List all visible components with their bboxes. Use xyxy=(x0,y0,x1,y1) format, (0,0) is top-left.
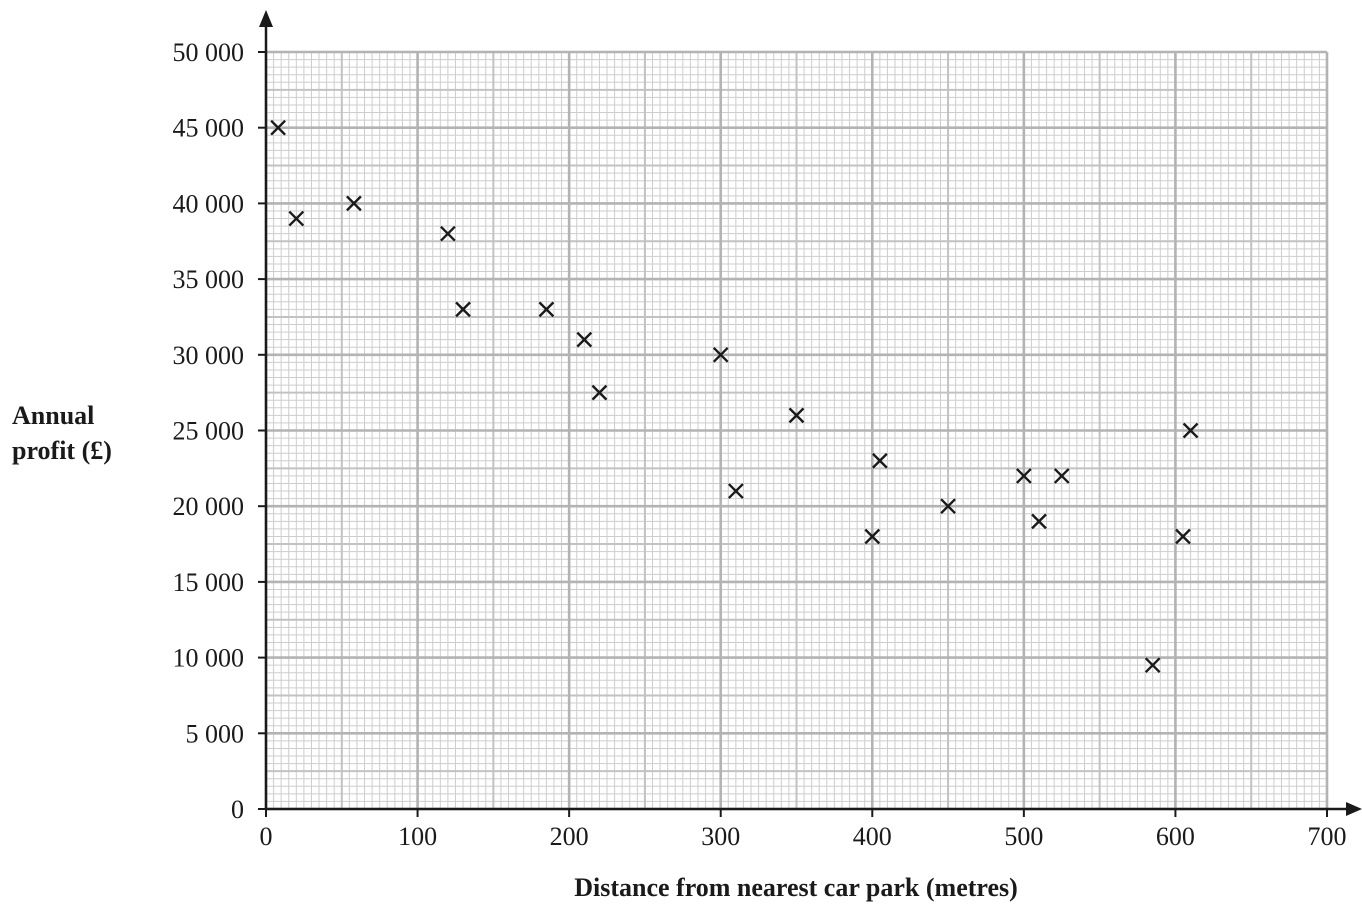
x-tick-label: 700 xyxy=(1308,822,1347,851)
y-tick-label: 40 000 xyxy=(173,189,245,218)
y-tick-label: 50 000 xyxy=(173,38,245,67)
data-point xyxy=(864,528,881,545)
y-tick-label: 30 000 xyxy=(173,341,245,370)
y-tick-label: 25 000 xyxy=(173,417,245,446)
data-point xyxy=(1053,468,1070,484)
y-tick-label: 45 000 xyxy=(173,114,245,143)
axes xyxy=(258,10,1362,817)
x-tick-label: 100 xyxy=(398,822,437,851)
y-tick-label: 15 000 xyxy=(173,568,245,597)
data-point-stroke xyxy=(440,225,456,242)
data-point-stroke xyxy=(864,528,881,545)
data-point xyxy=(712,346,729,363)
grid-mid xyxy=(266,52,1327,809)
x-tick-labels: 0 100 200 300 400 500 600 700 xyxy=(260,822,1347,851)
data-point-stroke xyxy=(591,384,608,401)
data-point xyxy=(591,384,608,401)
data-point xyxy=(288,210,305,227)
data-point xyxy=(270,119,286,136)
y-tick-label: 10 000 xyxy=(173,644,245,673)
data-point-stroke xyxy=(1182,422,1199,439)
data-point-stroke xyxy=(1175,528,1191,545)
data-point-stroke xyxy=(1144,657,1161,674)
data-point-stroke xyxy=(712,346,729,363)
data-point-stroke xyxy=(270,119,286,136)
data-point xyxy=(1182,422,1199,439)
data-point-stroke xyxy=(1053,468,1070,484)
data-point xyxy=(788,407,805,424)
x-axis-title: Distance from nearest car park (metres) xyxy=(574,873,1018,902)
data-point xyxy=(872,452,888,469)
y-axis-arrow xyxy=(259,10,273,27)
x-tick-label: 200 xyxy=(550,822,589,851)
x-axis-arrow xyxy=(1346,802,1362,816)
data-points xyxy=(270,119,1199,674)
data-point-stroke xyxy=(940,498,956,515)
data-point xyxy=(455,301,471,318)
data-point xyxy=(440,225,456,242)
data-point xyxy=(346,195,362,212)
y-tick-label: 20 000 xyxy=(173,492,245,521)
x-tick-label: 500 xyxy=(1004,822,1043,851)
data-point xyxy=(1031,513,1047,530)
data-point-stroke xyxy=(288,210,305,227)
x-tick-label: 600 xyxy=(1156,822,1195,851)
data-point-stroke xyxy=(346,195,362,212)
data-point-stroke xyxy=(538,301,555,318)
y-tick-label: 5 000 xyxy=(186,719,245,748)
data-point xyxy=(1175,528,1191,545)
data-point xyxy=(1016,468,1032,484)
data-point xyxy=(576,331,593,348)
data-point-stroke xyxy=(728,483,744,499)
y-axis-title-line-2: profit (£) xyxy=(12,436,112,465)
data-point-stroke xyxy=(576,331,593,348)
x-tick-label: 300 xyxy=(701,822,740,851)
data-point-stroke xyxy=(455,301,471,318)
x-tick-label: 400 xyxy=(853,822,892,851)
data-point xyxy=(940,498,956,515)
data-point xyxy=(1144,657,1161,674)
data-point-stroke xyxy=(1031,513,1047,530)
data-point xyxy=(728,483,744,499)
y-tick-labels: 0 5 000 10 000 15 000 20 000 25 000 30 000 35 0… xyxy=(173,38,245,824)
data-point-stroke xyxy=(1016,468,1032,484)
y-tick-label: 0 xyxy=(231,795,244,824)
y-tick-label: 35 000 xyxy=(173,265,245,294)
data-point-stroke xyxy=(788,407,805,424)
x-tick-label: 0 xyxy=(260,822,273,851)
y-axis-title-line-1: Annual xyxy=(12,401,94,430)
data-point-stroke xyxy=(872,452,888,469)
data-point xyxy=(538,301,555,318)
